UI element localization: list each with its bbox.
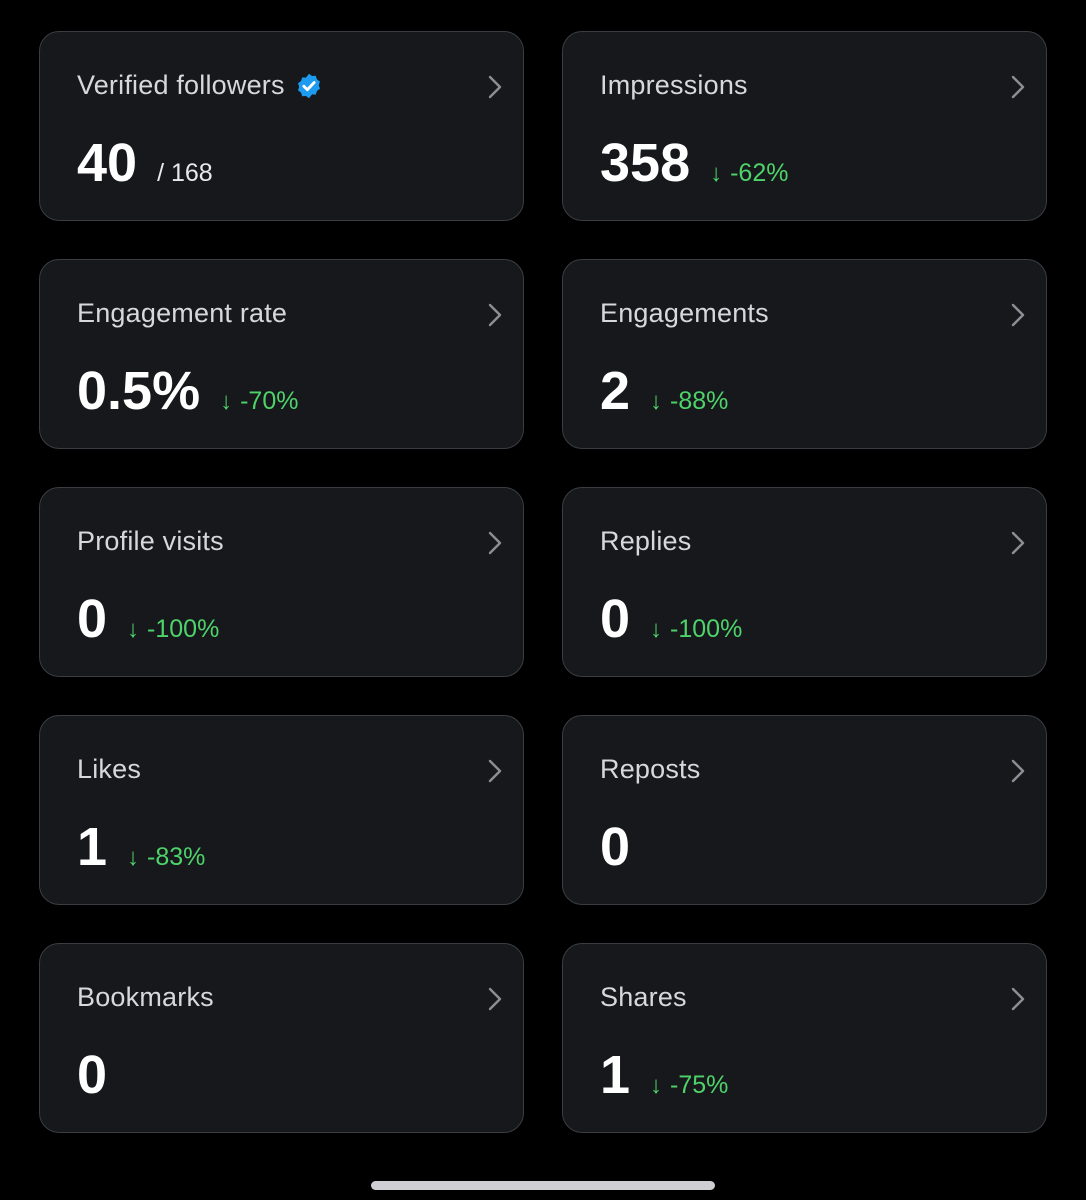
down-arrow-icon: ↓ — [710, 160, 723, 187]
card-change: ↓ -100% — [127, 615, 219, 644]
change-percent: -100% — [147, 615, 220, 643]
down-arrow-icon: ↓ — [650, 1072, 663, 1099]
chevron-right-icon — [488, 303, 502, 327]
card-label: Verified followers — [77, 70, 285, 100]
card-value: 0.5% — [77, 361, 201, 421]
card-value-row: 0.5% ↓ -70% — [77, 360, 298, 422]
card-engagement-rate[interactable]: Engagement rate 0.5% ↓ -70% — [39, 259, 524, 449]
card-value: 2 — [600, 361, 631, 421]
chevron-right-icon — [1011, 759, 1025, 783]
card-value: 1 — [600, 1045, 631, 1105]
card-value-row: 0 ↓ -100% — [600, 588, 742, 650]
card-change: ↓ -70% — [220, 387, 298, 416]
card-label: Profile visits — [77, 526, 224, 556]
card-value-row: 1 ↓ -83% — [77, 816, 205, 878]
card-label-wrap: Verified followers — [77, 70, 323, 101]
down-arrow-icon: ↓ — [127, 844, 140, 871]
change-percent: -100% — [670, 615, 743, 643]
card-change: ↓ -100% — [650, 615, 742, 644]
card-change: ↓ -88% — [650, 387, 728, 416]
verified-badge-icon — [297, 73, 320, 98]
card-engagements[interactable]: Engagements 2 ↓ -88% — [562, 259, 1047, 449]
card-label: Reposts — [600, 754, 701, 784]
card-label: Shares — [600, 982, 687, 1012]
card-change: ↓ -62% — [710, 159, 788, 188]
change-percent: -62% — [730, 159, 789, 187]
card-value-row: 358 ↓ -62% — [600, 132, 788, 194]
card-change: ↓ -75% — [650, 1071, 728, 1100]
card-change: ↓ -83% — [127, 843, 205, 872]
card-value-row: 0 — [77, 1044, 107, 1106]
down-arrow-icon: ↓ — [650, 388, 663, 415]
down-arrow-icon: ↓ — [220, 388, 233, 415]
card-value: 40 — [77, 133, 138, 193]
card-label: Impressions — [600, 70, 748, 100]
metrics-grid: Verified followers 40 / 168 Impressions … — [39, 31, 1047, 1133]
card-likes[interactable]: Likes 1 ↓ -83% — [39, 715, 524, 905]
card-label: Engagements — [600, 298, 769, 328]
card-total: / 168 — [157, 159, 213, 187]
change-percent: -88% — [670, 387, 729, 415]
card-value: 358 — [600, 133, 691, 193]
change-percent: -83% — [147, 843, 206, 871]
card-value: 1 — [77, 817, 108, 877]
change-percent: -75% — [670, 1071, 729, 1099]
card-bookmarks[interactable]: Bookmarks 0 — [39, 943, 524, 1133]
card-reposts[interactable]: Reposts 0 — [562, 715, 1047, 905]
card-verified-followers[interactable]: Verified followers 40 / 168 — [39, 31, 524, 221]
chevron-right-icon — [488, 75, 502, 99]
card-label: Replies — [600, 526, 692, 556]
card-value: 0 — [77, 1045, 108, 1105]
card-shares[interactable]: Shares 1 ↓ -75% — [562, 943, 1047, 1133]
card-value-row: 40 / 168 — [77, 132, 213, 194]
card-label: Bookmarks — [77, 982, 214, 1012]
card-profile-visits[interactable]: Profile visits 0 ↓ -100% — [39, 487, 524, 677]
chevron-right-icon — [1011, 75, 1025, 99]
card-value: 0 — [77, 589, 108, 649]
down-arrow-icon: ↓ — [127, 616, 140, 643]
chevron-right-icon — [488, 987, 502, 1011]
card-label: Engagement rate — [77, 298, 288, 328]
card-value: 0 — [600, 817, 631, 877]
card-value-row: 0 ↓ -100% — [77, 588, 219, 650]
card-label: Likes — [77, 754, 142, 784]
change-percent: -70% — [240, 387, 299, 415]
card-value-row: 2 ↓ -88% — [600, 360, 728, 422]
chevron-right-icon — [1011, 987, 1025, 1011]
chevron-right-icon — [488, 531, 502, 555]
down-arrow-icon: ↓ — [650, 616, 663, 643]
chevron-right-icon — [1011, 531, 1025, 555]
card-impressions[interactable]: Impressions 358 ↓ -62% — [562, 31, 1047, 221]
card-replies[interactable]: Replies 0 ↓ -100% — [562, 487, 1047, 677]
home-indicator[interactable] — [371, 1181, 715, 1190]
card-value-row: 1 ↓ -75% — [600, 1044, 728, 1106]
chevron-right-icon — [1011, 303, 1025, 327]
chevron-right-icon — [488, 759, 502, 783]
card-value: 0 — [600, 589, 631, 649]
card-value-row: 0 — [600, 816, 630, 878]
